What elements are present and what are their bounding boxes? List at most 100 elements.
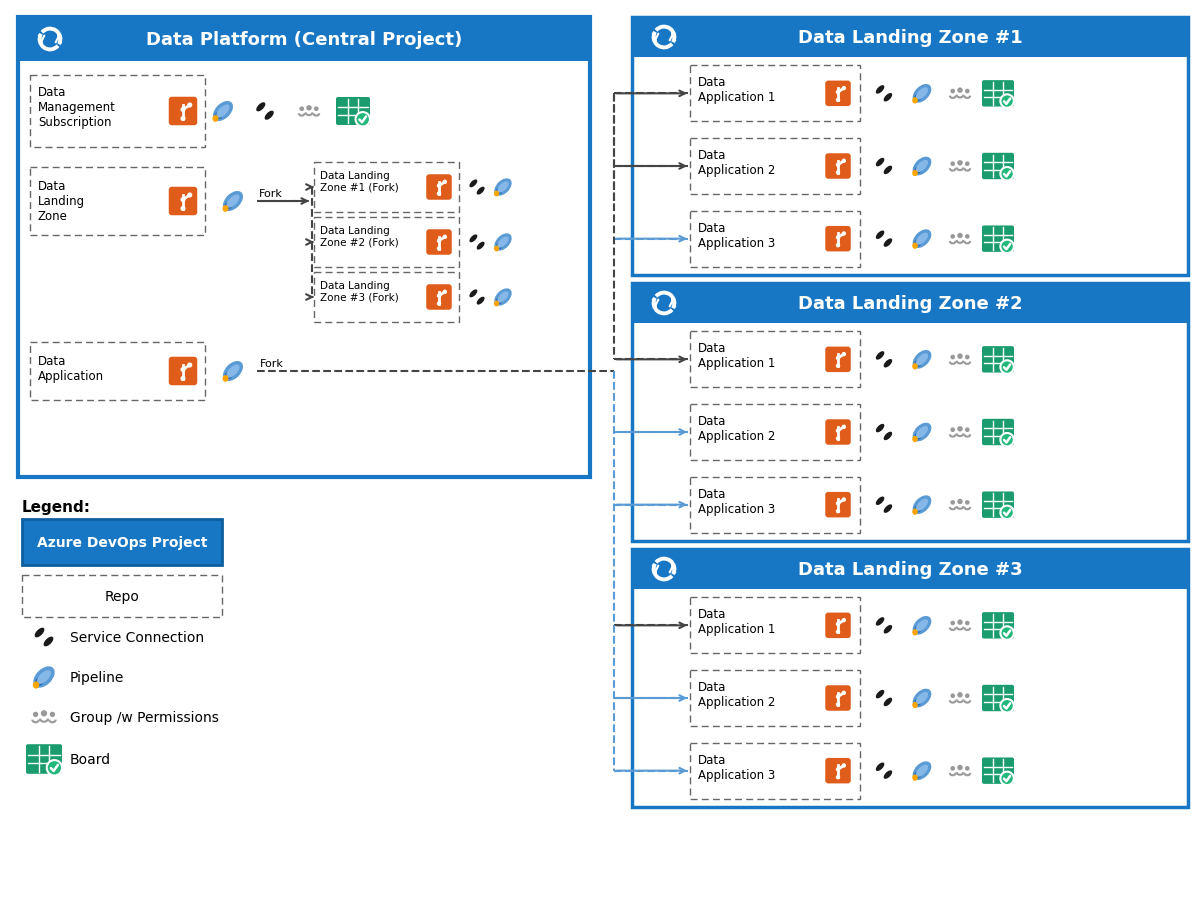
Ellipse shape: [495, 289, 512, 306]
FancyBboxPatch shape: [982, 492, 1014, 518]
Ellipse shape: [913, 364, 917, 370]
Ellipse shape: [33, 682, 40, 689]
Circle shape: [957, 765, 963, 770]
Circle shape: [842, 691, 846, 695]
Ellipse shape: [913, 243, 917, 249]
Bar: [314, 273, 459, 322]
Circle shape: [957, 426, 963, 432]
Bar: [18, 18, 590, 478]
Ellipse shape: [225, 372, 232, 380]
Circle shape: [1001, 627, 1014, 640]
Circle shape: [950, 356, 955, 360]
Ellipse shape: [913, 509, 917, 516]
Ellipse shape: [883, 696, 886, 700]
FancyBboxPatch shape: [426, 285, 452, 311]
Ellipse shape: [223, 206, 229, 212]
Ellipse shape: [214, 113, 223, 120]
Circle shape: [181, 207, 185, 212]
Circle shape: [842, 763, 846, 768]
Circle shape: [187, 363, 193, 368]
Ellipse shape: [913, 85, 932, 104]
Bar: [314, 163, 459, 213]
Ellipse shape: [883, 92, 886, 96]
Circle shape: [836, 775, 840, 779]
Ellipse shape: [914, 360, 921, 368]
Circle shape: [1001, 772, 1014, 786]
Ellipse shape: [914, 506, 921, 513]
Text: Fork: Fork: [260, 358, 284, 368]
FancyBboxPatch shape: [26, 744, 61, 774]
FancyBboxPatch shape: [982, 227, 1014, 253]
Text: Pipeline: Pipeline: [70, 670, 124, 684]
Bar: [18, 18, 590, 62]
Ellipse shape: [914, 627, 921, 633]
Circle shape: [437, 247, 441, 251]
Circle shape: [181, 116, 185, 122]
Ellipse shape: [496, 189, 502, 195]
Ellipse shape: [875, 690, 885, 699]
Ellipse shape: [914, 699, 921, 706]
FancyBboxPatch shape: [825, 492, 851, 517]
Ellipse shape: [223, 361, 243, 382]
Bar: [690, 477, 860, 533]
Bar: [690, 598, 860, 654]
Circle shape: [842, 232, 846, 237]
FancyBboxPatch shape: [982, 685, 1014, 712]
Ellipse shape: [913, 230, 932, 248]
Ellipse shape: [470, 235, 477, 243]
Ellipse shape: [913, 689, 932, 708]
FancyBboxPatch shape: [825, 759, 851, 784]
Circle shape: [957, 234, 963, 239]
Ellipse shape: [884, 239, 892, 247]
Circle shape: [842, 87, 846, 91]
Ellipse shape: [477, 242, 484, 250]
Ellipse shape: [916, 88, 928, 100]
Ellipse shape: [914, 168, 921, 174]
FancyBboxPatch shape: [825, 227, 851, 252]
Ellipse shape: [226, 195, 240, 209]
Ellipse shape: [494, 191, 500, 197]
Ellipse shape: [914, 240, 921, 247]
Circle shape: [314, 107, 319, 112]
Ellipse shape: [264, 110, 267, 114]
Ellipse shape: [213, 102, 234, 122]
Circle shape: [836, 509, 840, 514]
Circle shape: [181, 107, 185, 113]
Text: Azure DevOps Project: Azure DevOps Project: [37, 535, 207, 549]
Circle shape: [964, 767, 969, 771]
Ellipse shape: [913, 629, 917, 636]
Text: Data
Application 2: Data Application 2: [698, 149, 775, 177]
Ellipse shape: [884, 94, 892, 102]
Ellipse shape: [883, 503, 886, 507]
FancyBboxPatch shape: [982, 154, 1014, 180]
Ellipse shape: [913, 424, 932, 442]
Circle shape: [836, 90, 840, 95]
Circle shape: [836, 244, 840, 248]
Bar: [690, 670, 860, 726]
Ellipse shape: [875, 763, 885, 771]
FancyBboxPatch shape: [169, 358, 197, 386]
Circle shape: [836, 163, 840, 168]
Circle shape: [950, 89, 955, 94]
Circle shape: [836, 703, 840, 707]
Circle shape: [957, 354, 963, 359]
Ellipse shape: [217, 106, 230, 118]
Text: Board: Board: [70, 752, 111, 766]
Bar: [690, 332, 860, 388]
Circle shape: [964, 500, 969, 505]
Ellipse shape: [916, 426, 928, 439]
Ellipse shape: [916, 499, 928, 511]
Circle shape: [836, 171, 840, 175]
Circle shape: [964, 621, 969, 626]
FancyBboxPatch shape: [825, 347, 851, 373]
Circle shape: [1001, 240, 1014, 254]
Circle shape: [181, 368, 185, 373]
Ellipse shape: [875, 86, 885, 95]
Circle shape: [1001, 168, 1014, 182]
Circle shape: [49, 712, 55, 717]
Circle shape: [836, 501, 840, 506]
Circle shape: [1001, 699, 1014, 712]
Circle shape: [957, 693, 963, 698]
Circle shape: [957, 619, 963, 625]
Text: Data Landing Zone #3: Data Landing Zone #3: [798, 561, 1022, 578]
